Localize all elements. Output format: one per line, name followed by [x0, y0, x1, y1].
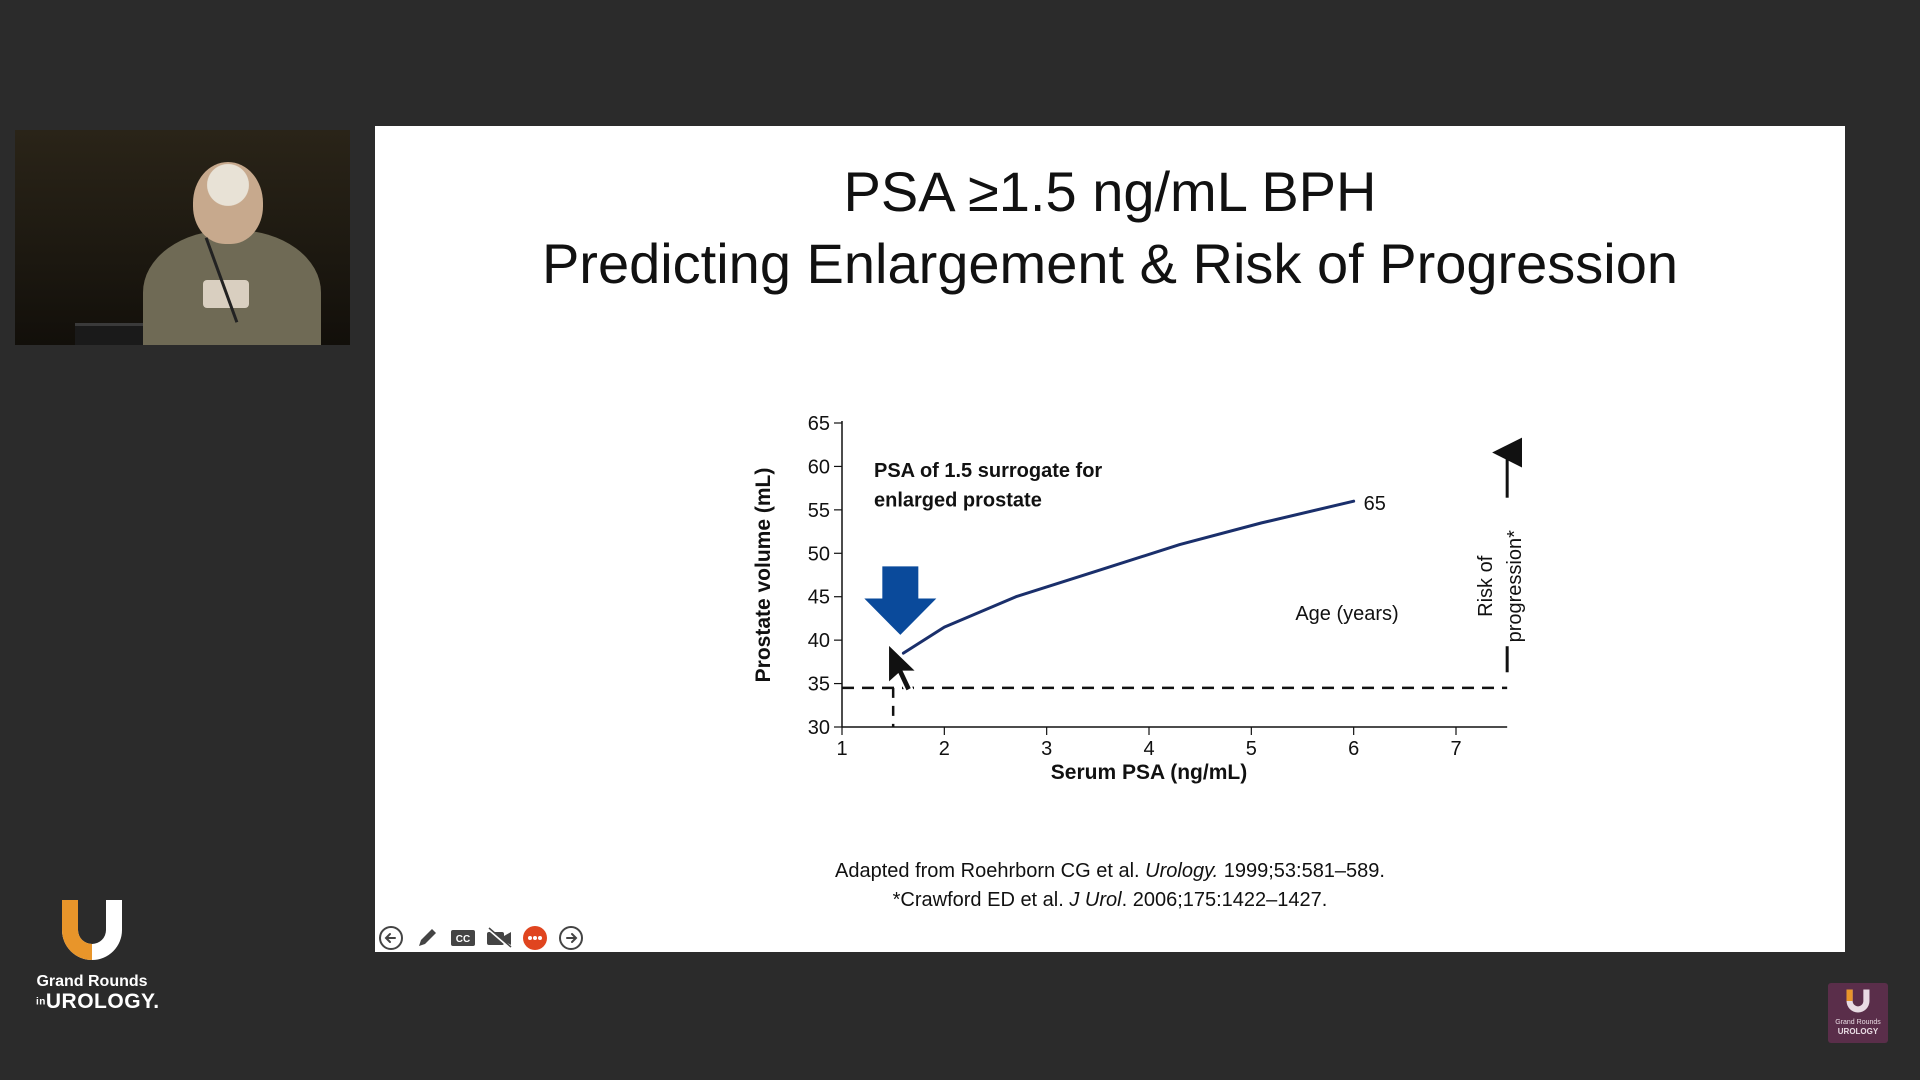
x-tick-label: 6	[1348, 738, 1359, 760]
corner-text-grand-rounds: Grand Rounds	[1835, 1019, 1881, 1026]
citation-1-prefix: Adapted from Roehrborn CG et al.	[835, 860, 1146, 882]
presentation-slide: PSA ≥1.5 ng/mL BPH Predicting Enlargemen…	[375, 126, 1845, 952]
arrow-label-line1: PSA of 1.5 surrogate for	[874, 460, 1102, 482]
y-tick-label: 65	[808, 413, 830, 435]
logo-text-urology: inUROLOGY.	[36, 991, 159, 1013]
arrow-label-line2: enlarged prostate	[874, 489, 1042, 511]
series-line-age-65	[901, 499, 1356, 655]
back-button[interactable]	[377, 924, 405, 952]
mouse-cursor-icon	[887, 641, 920, 693]
slide-toolbar: CC	[377, 924, 585, 952]
pen-icon	[419, 929, 436, 946]
x-tick-label: 4	[1143, 738, 1154, 760]
forward-arrow-icon	[559, 926, 583, 950]
citation-1-suffix: 1999;53:581–589.	[1218, 860, 1385, 882]
y-tick-label: 30	[808, 717, 830, 739]
citation-2-journal: J Urol	[1069, 889, 1122, 911]
x-tick-label: 1	[836, 738, 847, 760]
back-arrow-icon	[379, 926, 403, 950]
more-options-button[interactable]	[521, 924, 549, 952]
logo-text-urology-word: UROLOGY.	[45, 990, 160, 1013]
x-tick-label: 2	[939, 738, 950, 760]
citation-2: *Crawford ED et al. J Urol. 2006;175:142…	[375, 889, 1845, 912]
logo-text-grand-rounds: Grand Rounds	[36, 973, 148, 990]
y-axis-label: Prostate volume (mL)	[752, 468, 775, 683]
u-logo-icon	[62, 900, 122, 960]
corner-u-logo-icon	[1846, 989, 1870, 1013]
slide-title-line1: PSA ≥1.5 ng/mL BPH	[843, 160, 1377, 223]
citation-1: Adapted from Roehrborn CG et al. Urology…	[375, 860, 1845, 883]
cc-text: CC	[456, 934, 470, 945]
slide-title-line2: Predicting Enlargement & Risk of Progres…	[541, 232, 1679, 295]
citation-1-journal: Urology.	[1145, 860, 1219, 882]
pen-button[interactable]	[413, 924, 441, 952]
psa-threshold-arrow	[864, 566, 937, 635]
captions-button[interactable]: CC	[449, 924, 477, 952]
y-tick-label: 40	[808, 630, 830, 652]
y-tick-label: 35	[808, 674, 830, 696]
y-tick-label: 60	[808, 456, 830, 478]
y-tick-label: 50	[808, 543, 830, 565]
forward-button[interactable]	[557, 924, 585, 952]
series-label-65: 65	[1364, 493, 1386, 515]
closed-captions-icon: CC	[451, 930, 475, 946]
corner-watermark-logo: Grand Rounds UROLOGY	[1828, 983, 1888, 1043]
y-tick-label: 55	[808, 500, 830, 522]
citation-2-prefix: *Crawford ED et al.	[892, 889, 1070, 911]
more-icon	[523, 926, 547, 950]
x-tick-label: 3	[1041, 738, 1052, 760]
risk-label-line2: progression*	[1504, 530, 1526, 643]
speaker-video	[15, 130, 350, 345]
x-tick-label: 7	[1450, 738, 1461, 760]
citation-2-suffix: . 2006;175:1422–1427.	[1121, 889, 1328, 911]
camera-toggle-button[interactable]	[485, 924, 513, 952]
y-tick-label: 45	[808, 587, 830, 609]
grand-rounds-logo: Grand Rounds inUROLOGY.	[36, 896, 159, 1016]
speaker-head	[193, 162, 263, 244]
logo-text-in: in	[36, 996, 46, 1008]
risk-label-line1: Risk of	[1475, 555, 1497, 617]
corner-text-urology: UROLOGY	[1837, 1027, 1879, 1036]
age-years-label: Age (years)	[1295, 603, 1398, 625]
x-axis-label: Serum PSA (ng/mL)	[1051, 761, 1247, 784]
x-tick-label: 5	[1246, 738, 1257, 760]
video-off-icon	[487, 927, 512, 949]
slide-title: PSA ≥1.5 ng/mL BPH Predicting Enlargemen…	[375, 156, 1845, 300]
